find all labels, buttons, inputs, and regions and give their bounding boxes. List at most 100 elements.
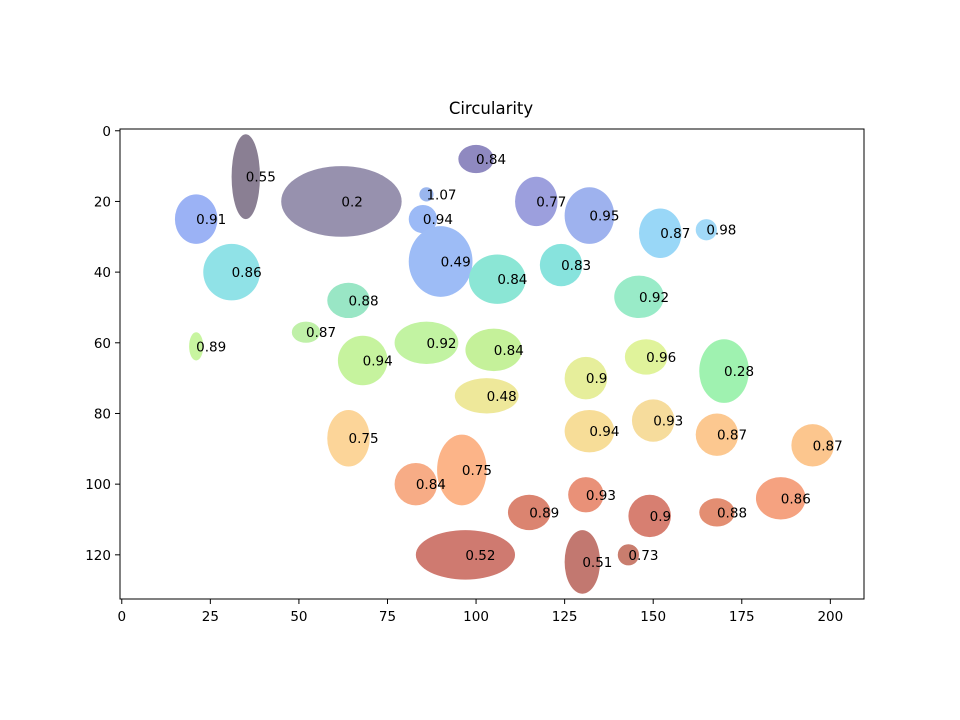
region-blob — [281, 166, 402, 237]
region-value-label: 0.73 — [628, 548, 658, 564]
region-value-label: 0.88 — [717, 505, 747, 521]
y-tick-label: 120 — [85, 548, 111, 564]
plot-frame — [119, 128, 865, 600]
y-tick-label: 20 — [94, 194, 111, 210]
region-value-label: 0.55 — [246, 170, 276, 186]
x-tick-label: 50 — [290, 609, 307, 625]
region-value-label: 0.87 — [660, 226, 690, 242]
region-value-label: 0.87 — [813, 438, 843, 454]
region-blob — [189, 332, 204, 361]
region-blob — [419, 187, 434, 202]
region-value-label: 0.48 — [487, 389, 517, 405]
x-tick-label: 125 — [552, 609, 578, 625]
region-blob — [465, 328, 523, 372]
region-value-label: 0.52 — [465, 548, 495, 564]
region-blob — [408, 226, 473, 297]
region-blob — [564, 187, 615, 244]
x-tick-label: 150 — [640, 609, 666, 625]
region-value-label: 0.75 — [462, 463, 492, 479]
region-blob — [699, 498, 735, 527]
region-blob — [327, 409, 370, 467]
region-value-label: 1.07 — [426, 187, 456, 203]
region-value-label: 0.84 — [476, 152, 506, 168]
region-blob — [231, 134, 260, 220]
value-labels-layer: 0.55 0.2 0.84 1.07 0.91 0.94 0.77 0.95 0.87 0.98 0… — [196, 152, 843, 571]
region-blob — [791, 424, 834, 467]
region-blob — [327, 282, 370, 319]
x-tick-label: 25 — [202, 609, 219, 625]
region-value-label: 0.84 — [494, 343, 524, 359]
region-blob — [695, 219, 717, 241]
region-blob — [437, 434, 487, 506]
region-value-label: 0.83 — [561, 258, 591, 274]
y-tick-label: 80 — [94, 406, 111, 422]
region-blob — [174, 194, 218, 244]
region-value-label: 0.9 — [586, 371, 607, 387]
region-value-label: 0.49 — [441, 255, 471, 271]
region-value-label: 0.93 — [586, 488, 616, 504]
region-blob — [628, 494, 671, 538]
regions-layer — [174, 134, 834, 594]
region-blob — [454, 378, 519, 414]
region-value-label: 0.86 — [232, 265, 262, 281]
region-blob — [631, 399, 675, 442]
region-value-label: 0.98 — [706, 223, 736, 239]
region-blob — [699, 339, 749, 403]
region-blob — [568, 477, 604, 513]
region-blob — [415, 530, 516, 580]
region-value-label: 0.87 — [306, 325, 336, 341]
region-blob — [564, 409, 615, 453]
region-value-label: 0.94 — [363, 353, 393, 369]
region-value-label: 0.94 — [589, 424, 619, 440]
chart-title: Circularity — [449, 99, 534, 118]
region-value-label: 0.84 — [497, 272, 527, 288]
region-value-label: 0.84 — [416, 477, 446, 493]
y-tick-label: 40 — [94, 265, 111, 281]
region-blob — [468, 254, 526, 304]
region-blob — [539, 243, 583, 287]
region-value-label: 0.95 — [589, 209, 619, 225]
x-tick-label: 100 — [463, 609, 489, 625]
region-value-label: 0.93 — [653, 414, 683, 430]
region-value-label: 0.28 — [724, 364, 754, 380]
region-blob — [507, 494, 551, 531]
region-value-label: 0.89 — [529, 505, 559, 521]
region-value-label: 0.94 — [423, 212, 453, 228]
x-axis: 0 25 50 75 100 125 150 175 200 — [117, 599, 843, 625]
region-value-label: 0.2 — [341, 194, 362, 210]
region-blob — [564, 356, 608, 400]
region-value-label: 0.87 — [717, 428, 747, 444]
y-tick-label: 100 — [85, 477, 111, 493]
region-value-label: 0.86 — [781, 491, 811, 507]
region-value-label: 0.92 — [426, 336, 456, 352]
region-value-label: 0.75 — [349, 431, 379, 447]
x-tick-label: 200 — [817, 609, 843, 625]
region-blob — [408, 204, 438, 234]
region-value-label: 0.96 — [646, 350, 676, 366]
region-blob — [624, 339, 668, 375]
region-blob — [458, 144, 494, 174]
region-blob — [203, 243, 260, 301]
region-value-label: 0.9 — [650, 509, 671, 525]
region-value-label: 0.88 — [349, 293, 379, 309]
region-blob — [515, 176, 558, 227]
region-value-label: 0.77 — [536, 194, 566, 210]
y-axis: 0 20 40 60 80 100 120 — [85, 124, 120, 564]
region-blob — [564, 530, 601, 594]
region-blob — [639, 208, 682, 258]
region-blob — [394, 462, 438, 506]
region-blob — [394, 321, 459, 364]
region-blob — [617, 544, 640, 566]
y-tick-label: 60 — [94, 336, 111, 352]
x-tick-label: 175 — [729, 609, 755, 625]
x-tick-label: 0 — [117, 609, 126, 625]
region-value-label: 0.92 — [639, 290, 669, 306]
region-blob — [337, 335, 388, 386]
region-value-label: 0.89 — [196, 339, 226, 355]
region-value-label: 0.91 — [196, 212, 226, 228]
region-value-label: 0.51 — [582, 555, 612, 571]
region-blob — [695, 413, 739, 456]
y-tick-label: 0 — [102, 124, 111, 140]
region-blob — [291, 321, 321, 343]
